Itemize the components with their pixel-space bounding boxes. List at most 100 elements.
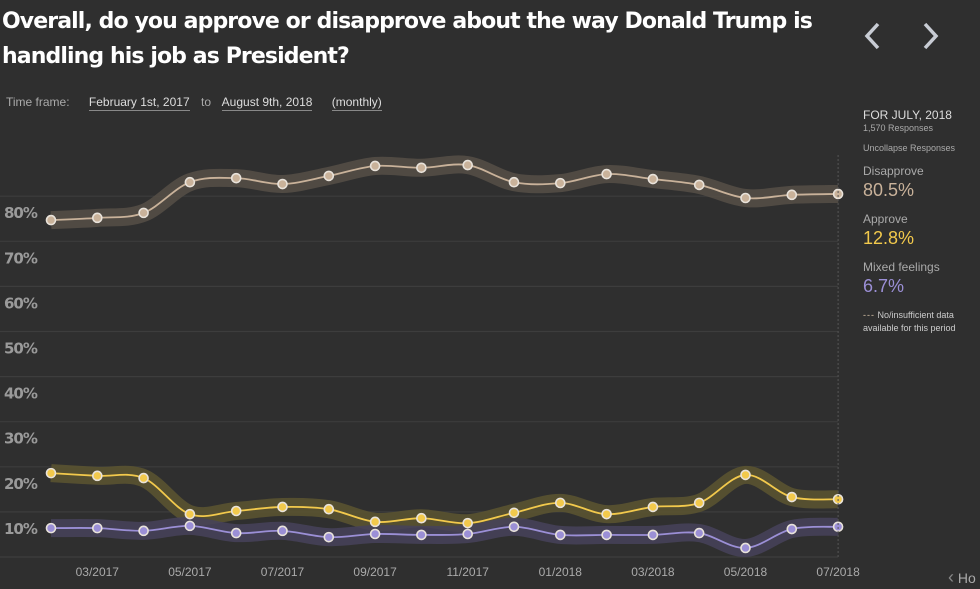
end-date-link[interactable]: August 9th, 2018 (221, 95, 313, 111)
confidence-band-mixed-feelings (50, 516, 839, 557)
data-point-approve[interactable] (416, 512, 427, 524)
response-count: 1,570 Responses (863, 123, 934, 133)
data-point-approve[interactable] (601, 508, 612, 520)
data-point-mixed-feelings[interactable] (369, 528, 381, 540)
data-point-mixed-feelings[interactable] (601, 529, 612, 541)
grid-lines (0, 195, 838, 558)
confidence-band-disapprove (50, 155, 839, 230)
y-tick-label: 70% (4, 249, 38, 267)
data-point-approve[interactable] (647, 501, 659, 513)
data-point-disapprove[interactable] (647, 173, 659, 185)
legend-item-approve[interactable]: Approve 12.8% (863, 212, 980, 249)
data-point-mixed-feelings[interactable] (508, 521, 520, 533)
data-point-mixed-feelings[interactable] (462, 528, 474, 540)
data-point-approve[interactable] (92, 470, 103, 482)
period-label: FOR JULY, 2018 (863, 108, 952, 122)
data-point-mixed-feelings[interactable] (323, 531, 335, 543)
sidebar-summary: FOR JULY, 2018 1,570 Responses Uncollaps… (863, 108, 980, 335)
y-tick-label: 50% (4, 340, 38, 358)
legend-item-disapprove[interactable]: Disapprove 80.5% (863, 164, 980, 201)
uncollapse-responses-link[interactable]: Uncollapse Responses (863, 143, 956, 153)
x-tick-label: 03/2018 (631, 565, 675, 579)
x-tick-label: 05/2018 (724, 565, 768, 579)
data-point-disapprove[interactable] (740, 192, 751, 204)
no-data-note-text: No/insufficient data available for this … (863, 310, 956, 333)
legend-label: Mixed feelings (863, 260, 940, 274)
x-tick-label: 09/2017 (353, 565, 397, 579)
data-point-disapprove[interactable] (184, 176, 196, 188)
data-point-disapprove[interactable] (138, 207, 149, 219)
data-point-disapprove[interactable] (462, 159, 474, 171)
data-point-disapprove[interactable] (693, 179, 705, 191)
data-point-mixed-feelings[interactable] (416, 529, 427, 541)
legend-value: 6.7% (863, 276, 905, 296)
timeframe-label: Time frame: (6, 95, 70, 109)
y-tick-label: 80% (4, 204, 38, 222)
previous-button[interactable] (858, 16, 888, 56)
data-point-disapprove[interactable] (508, 176, 520, 188)
x-tick-label: 05/2017 (168, 565, 212, 579)
data-point-approve[interactable] (740, 469, 751, 481)
legend-item-mixed-feelings[interactable]: Mixed feelings 6.7% (863, 260, 980, 297)
data-point-approve[interactable] (786, 491, 798, 503)
timeframe-bar: Time frame: February 1st, 2017 to August… (6, 95, 382, 111)
home-link-label: Ho (957, 570, 976, 586)
data-point-approve[interactable] (693, 497, 705, 509)
data-point-disapprove[interactable] (230, 172, 242, 184)
data-point-disapprove[interactable] (277, 178, 288, 190)
data-point-approve[interactable] (230, 505, 242, 517)
data-point-approve[interactable] (323, 503, 335, 515)
no-data-note: --- No/insufficient data available for t… (863, 309, 980, 335)
data-point-mixed-feelings[interactable] (647, 529, 659, 541)
next-button[interactable] (916, 16, 946, 56)
interval-link[interactable]: (monthly) (331, 95, 382, 111)
data-point-approve[interactable] (45, 467, 57, 479)
chevron-left-icon: ‹ (948, 567, 954, 587)
chevron-right-icon (923, 22, 939, 50)
data-point-disapprove[interactable] (369, 160, 381, 172)
y-axis-ticks: 10% 20% 30% 40% 50% 60% 70% 80% (4, 204, 39, 538)
data-point-approve[interactable] (184, 508, 196, 520)
data-point-disapprove[interactable] (92, 212, 103, 224)
data-point-approve[interactable] (138, 472, 149, 484)
data-point-approve[interactable] (369, 516, 381, 528)
y-tick-label: 20% (4, 475, 38, 493)
data-point-disapprove[interactable] (416, 162, 427, 174)
data-point-disapprove[interactable] (832, 188, 844, 200)
data-point-approve[interactable] (462, 517, 474, 529)
confidence-bands (50, 155, 839, 557)
timeframe-to: to (200, 95, 211, 109)
legend-value: 80.5% (863, 180, 915, 200)
data-point-mixed-feelings[interactable] (554, 529, 566, 541)
data-point-disapprove[interactable] (601, 168, 612, 180)
data-point-approve[interactable] (554, 497, 566, 509)
data-point-mixed-feelings[interactable] (92, 522, 103, 534)
legend-value: 12.8% (863, 228, 915, 248)
series-points (45, 159, 844, 554)
y-tick-label: 10% (4, 520, 38, 538)
data-point-approve[interactable] (277, 501, 288, 513)
x-tick-label: 03/2017 (76, 565, 120, 579)
chevron-left-icon (864, 22, 880, 50)
data-point-mixed-feelings[interactable] (184, 520, 196, 532)
data-point-mixed-feelings[interactable] (45, 522, 57, 534)
x-tick-label: 07/2018 (816, 565, 860, 579)
legend-label: Disapprove (863, 164, 924, 178)
data-point-mixed-feelings[interactable] (138, 525, 149, 537)
data-point-approve[interactable] (508, 507, 520, 519)
dashed-line-icon: --- (863, 310, 875, 320)
y-tick-label: 40% (4, 385, 38, 403)
data-point-disapprove[interactable] (45, 214, 57, 226)
home-link[interactable]: ‹ Ho (948, 567, 976, 588)
data-point-mixed-feelings[interactable] (786, 523, 798, 535)
page-title: Overall, do you approve or disapprove ab… (2, 9, 813, 69)
data-point-disapprove[interactable] (786, 189, 798, 201)
data-point-mixed-feelings[interactable] (277, 525, 288, 537)
data-point-disapprove[interactable] (323, 170, 335, 182)
data-point-mixed-feelings[interactable] (693, 527, 705, 539)
data-point-mixed-feelings[interactable] (740, 542, 751, 554)
data-point-disapprove[interactable] (554, 177, 566, 189)
start-date-link[interactable]: February 1st, 2017 (88, 95, 190, 111)
data-point-mixed-feelings[interactable] (230, 527, 242, 539)
approval-line-chart: 10%20%30%40%50%60%70%80% 03/2017 05/2017 0… (0, 155, 860, 579)
